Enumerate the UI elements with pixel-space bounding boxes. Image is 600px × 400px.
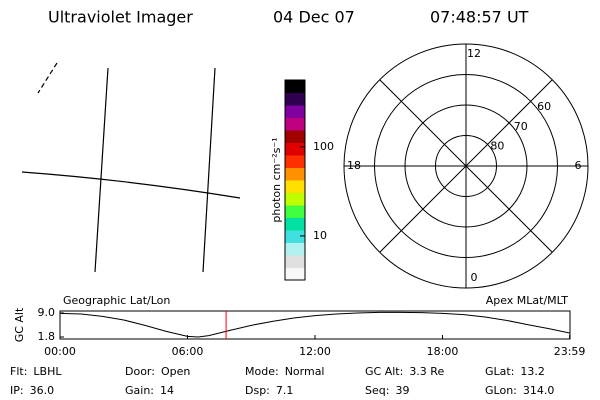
time: 07:48:57 UT (430, 8, 529, 27)
colorbar-label: photon cm⁻²s⁻¹ (270, 137, 283, 222)
x-tick-label: 23:59 (554, 345, 586, 358)
info-value: 36.0 (30, 384, 55, 397)
info-item: IP: 36.0 (10, 384, 54, 397)
panel-label: Geographic Lat/Lon (63, 294, 170, 307)
info-item: GLon: 314.0 (485, 384, 554, 397)
colorbar-band (285, 267, 305, 281)
polar-ring-label: 70 (514, 120, 528, 133)
polar-ring (374, 74, 558, 258)
title: Ultraviolet Imager (48, 8, 193, 27)
info-item: Seq: 39 (365, 384, 409, 397)
info-label: GLat: (485, 365, 514, 378)
x-tick-label: 12:00 (299, 345, 331, 358)
x-tick-label: 18:00 (427, 345, 459, 358)
info-value: 13.2 (520, 365, 545, 378)
colorbar-band (285, 80, 305, 93)
x-tick-label: 00:00 (44, 345, 76, 358)
info-label: Gain: (125, 384, 154, 397)
polar-spoke (379, 79, 553, 253)
meridian (94, 67, 109, 273)
info-value: 39 (395, 384, 409, 397)
info-value: Normal (285, 365, 325, 378)
y-axis-label: GC Alt (13, 307, 26, 342)
info-label: Mode: (245, 365, 279, 378)
info-item: Gain: 14 (125, 384, 174, 397)
info-label: Door: (125, 365, 155, 378)
colorbar-band (285, 230, 305, 243)
info-value: 7.1 (276, 384, 294, 397)
polar-mlt-label: 6 (575, 159, 582, 172)
polar-ring (435, 135, 497, 197)
info-label: GLon: (485, 384, 517, 397)
altitude-line (59, 311, 570, 338)
info-value: LBHL (33, 365, 62, 378)
date: 04 Dec 07 (273, 8, 355, 27)
colorbar-band (285, 155, 305, 168)
colorbar-band (285, 205, 305, 218)
polar-ring-label: 80 (490, 139, 504, 152)
colorbar-tick-label: 10 (313, 229, 327, 242)
info-item: Flt: LBHL (10, 365, 62, 378)
panel-label: Apex MLat/MLT (486, 294, 569, 307)
y-tick-label: 9.0 (38, 306, 56, 319)
colorbar-band (285, 117, 305, 131)
info-label: GC Alt: (365, 365, 403, 378)
info-item: GLat: 13.2 (485, 365, 545, 378)
info-value: Open (161, 365, 190, 378)
geo-grid (21, 62, 241, 273)
info-label: Flt: (10, 365, 27, 378)
polar-ring-label: 60 (537, 100, 551, 113)
info-label: Seq: (365, 384, 389, 397)
info-value: 3.3 Re (409, 365, 444, 378)
colorbar-band (285, 242, 305, 256)
colorbar-band (285, 167, 305, 181)
meridian (202, 67, 216, 273)
limb (37, 62, 58, 94)
info-value: 14 (160, 384, 174, 397)
info-value: 314.0 (523, 384, 555, 397)
colorbar-band (285, 217, 305, 231)
info-label: Dsp: (245, 384, 270, 397)
colorbar-band (285, 255, 305, 268)
colorbar-band (285, 92, 305, 106)
colorbar-band (285, 105, 305, 118)
colorbar-tick-label: 100 (313, 140, 334, 153)
info-label: IP: (10, 384, 24, 397)
polar-mlt-label: 0 (471, 271, 478, 284)
colorbar-band (285, 192, 305, 206)
y-tick-label: 1.8 (38, 330, 56, 343)
polar-mlt-label: 18 (347, 159, 361, 172)
polar-ring (404, 104, 528, 228)
info-item: Dsp: 7.1 (245, 384, 293, 397)
info-item: Door: Open (125, 365, 190, 378)
parallel (21, 171, 241, 199)
x-tick-label: 06:00 (172, 345, 204, 358)
colorbar-band (285, 130, 305, 143)
colorbar-frame (284, 79, 306, 281)
info-item: Mode: Normal (245, 365, 325, 378)
info-item: GC Alt: 3.3 Re (365, 365, 444, 378)
colorbar-band (285, 142, 305, 156)
polar-mlt-label: 12 (467, 47, 481, 60)
colorbar-band (285, 180, 305, 193)
